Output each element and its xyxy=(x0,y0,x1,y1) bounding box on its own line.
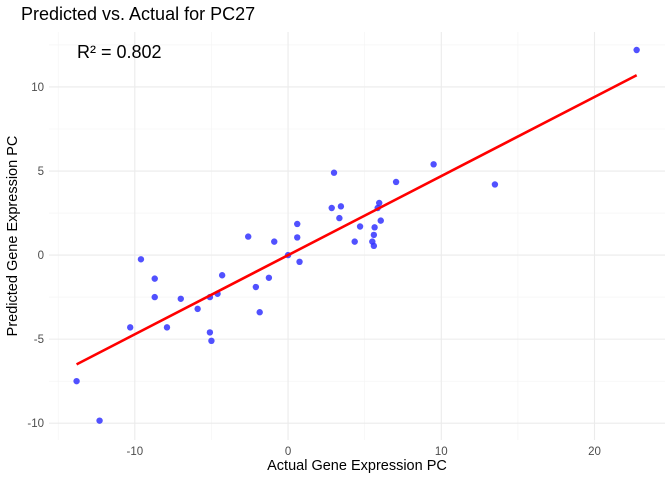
data-point xyxy=(296,258,303,266)
data-point xyxy=(127,324,134,331)
data-point xyxy=(218,272,226,279)
data-point xyxy=(351,238,358,245)
data-point xyxy=(330,169,338,176)
y-tick-label: -5 xyxy=(34,334,44,346)
data-point xyxy=(294,234,301,241)
data-point xyxy=(137,256,145,263)
data-point xyxy=(206,329,214,336)
data-point xyxy=(163,324,171,331)
data-point xyxy=(392,178,400,186)
data-point xyxy=(328,204,335,212)
data-point xyxy=(337,203,345,210)
data-point xyxy=(491,181,499,188)
chart-title: Predicted vs. Actual for PC27 xyxy=(21,4,255,24)
major-gridlines xyxy=(49,32,665,440)
y-tick-label: 0 xyxy=(38,250,44,262)
data-point xyxy=(370,242,378,250)
data-points xyxy=(73,46,640,424)
x-tick-labels: -10 0 10 20 xyxy=(126,446,600,458)
y-axis-title: Predicted Gene Expression PC xyxy=(5,136,21,337)
data-point xyxy=(194,305,201,313)
r-squared-annotation: R² = 0.802 xyxy=(77,42,162,62)
data-point xyxy=(96,417,103,424)
data-point xyxy=(336,214,343,222)
x-tick-label: 20 xyxy=(588,446,601,458)
y-tick-labels: -10 -5 0 5 10 xyxy=(27,82,44,430)
data-point xyxy=(151,275,158,282)
data-point xyxy=(151,293,158,301)
y-tick-label: 10 xyxy=(31,82,44,94)
data-point xyxy=(265,274,273,281)
data-point xyxy=(252,283,260,291)
regression-line xyxy=(75,74,638,366)
data-point xyxy=(633,46,640,54)
x-tick-label: 10 xyxy=(435,446,448,458)
data-point xyxy=(271,238,278,245)
data-point xyxy=(294,220,301,228)
data-point xyxy=(73,377,80,385)
x-tick-label: -10 xyxy=(126,446,143,458)
data-point xyxy=(256,309,263,316)
data-point xyxy=(356,223,364,230)
minor-gridlines xyxy=(49,32,665,440)
data-point xyxy=(376,199,383,207)
data-point xyxy=(370,231,378,239)
y-tick-label: -10 xyxy=(27,418,44,430)
data-point xyxy=(371,224,378,231)
data-point xyxy=(177,295,184,302)
x-axis-title: Actual Gene Expression PC xyxy=(267,458,447,474)
data-point xyxy=(208,337,215,345)
data-point xyxy=(245,233,252,240)
data-point xyxy=(430,161,437,168)
data-point xyxy=(377,217,384,224)
y-tick-label: 5 xyxy=(38,166,44,178)
x-tick-label: 0 xyxy=(285,446,291,458)
